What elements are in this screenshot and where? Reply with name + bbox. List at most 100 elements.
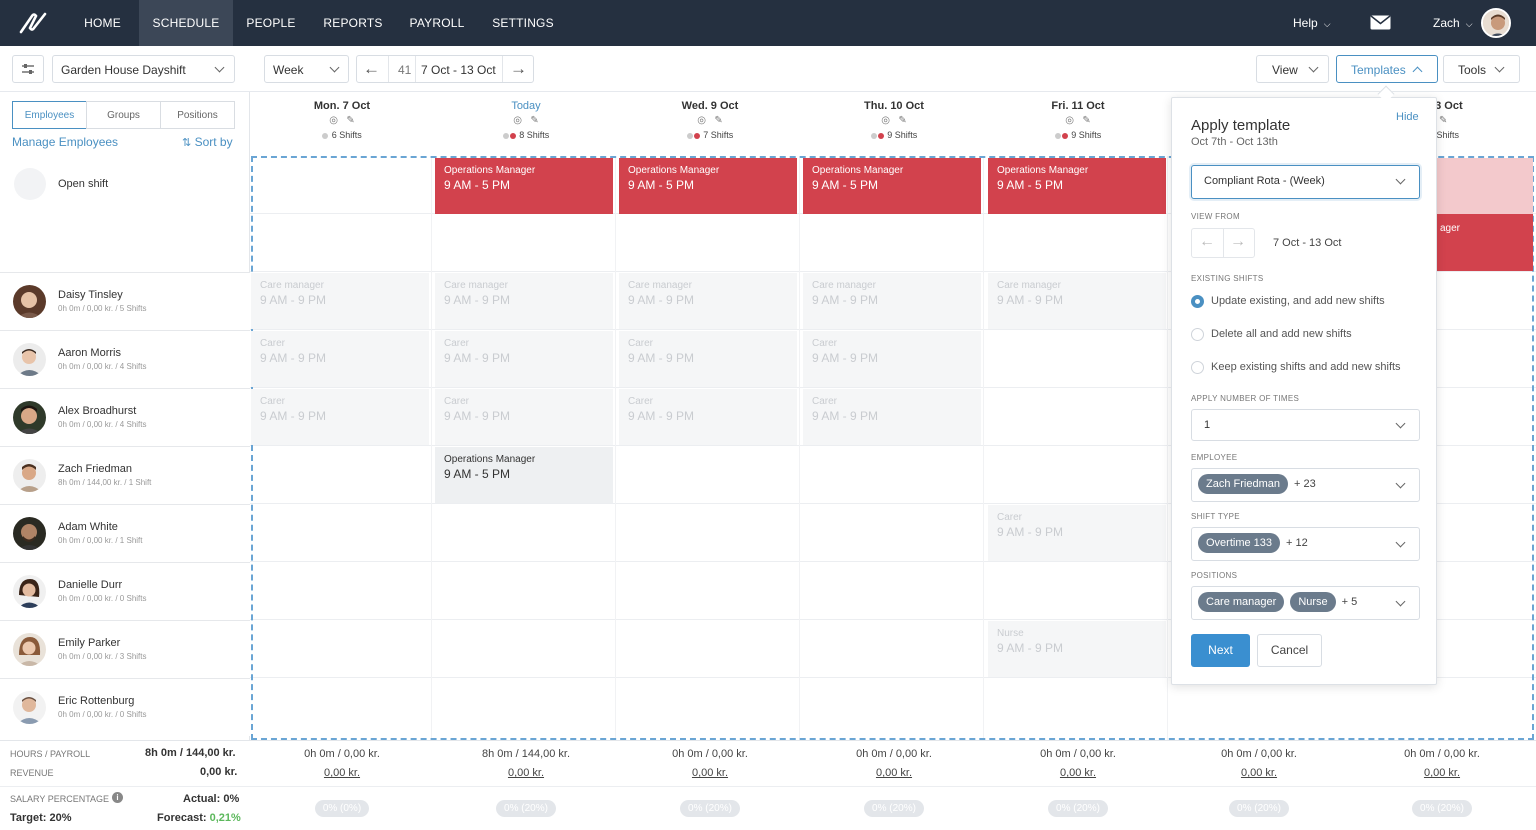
cancel-button[interactable]: Cancel <box>1257 634 1322 667</box>
day-revenue[interactable]: 0,00 kr. <box>1423 767 1461 779</box>
hide-link[interactable]: Hide <box>1396 111 1419 123</box>
day-revenue[interactable]: 0,00 kr. <box>1059 767 1097 779</box>
edit-icon[interactable]: ✎ <box>1082 115 1091 126</box>
employee-name: Zach Friedman <box>58 463 132 475</box>
edit-icon[interactable]: ✎ <box>530 115 539 126</box>
user-avatar[interactable] <box>1481 8 1511 38</box>
nav-home[interactable]: HOME <box>84 16 121 30</box>
shift-card[interactable]: Operations Manager 9 AM - 5 PM <box>619 158 797 214</box>
radio-update-existing[interactable] <box>1191 295 1204 308</box>
edit-icon[interactable]: ✎ <box>1439 115 1448 126</box>
shift-time: 9 AM - 9 PM <box>628 409 695 423</box>
shift-card[interactable]: Carer 9 AM - 9 PM <box>619 331 797 387</box>
positions-select[interactable]: Care manager Nurse + 5 <box>1191 586 1420 620</box>
shift-card[interactable]: Carer 9 AM - 9 PM <box>435 331 613 387</box>
apply-times-select[interactable]: 1 <box>1191 409 1420 441</box>
tools-button[interactable]: Tools <box>1443 55 1520 83</box>
template-select[interactable]: Compliant Rota - (Week) <box>1191 165 1420 199</box>
shift-card[interactable]: Operations Manager 9 AM - 5 PM <box>435 158 613 214</box>
next-button[interactable]: Next <box>1191 634 1250 667</box>
nav-reports[interactable]: REPORTS <box>323 16 383 30</box>
employee-row[interactable]: Eric Rottenburg 0h 0m / 0,00 kr. / 0 Shi… <box>0 678 250 736</box>
edit-icon[interactable]: ✎ <box>714 115 723 126</box>
nav-settings[interactable]: SETTINGS <box>492 16 554 30</box>
nav-schedule[interactable]: SCHEDULE <box>139 0 233 46</box>
info-icon[interactable]: i <box>112 792 123 803</box>
shift-type-select[interactable]: Overtime 133 + 12 <box>1191 527 1420 561</box>
shift-time: 9 AM - 9 PM <box>260 351 327 365</box>
edit-icon[interactable]: ✎ <box>898 115 907 126</box>
day-revenue[interactable]: 0,00 kr. <box>507 767 545 779</box>
eye-icon[interactable]: ◎ <box>881 115 890 126</box>
nav-people[interactable]: PEOPLE <box>246 16 296 30</box>
employee-row[interactable]: Adam White 0h 0m / 0,00 kr. / 1 Shift <box>0 504 250 562</box>
employee-row[interactable]: Zach Friedman 8h 0m / 144,00 kr. / 1 Shi… <box>0 446 250 504</box>
day-revenue[interactable]: 0,00 kr. <box>1240 767 1278 779</box>
shift-card[interactable]: Carer 9 AM - 9 PM <box>803 331 981 387</box>
eye-icon[interactable]: ◎ <box>513 115 522 126</box>
day-revenue[interactable]: 0,00 kr. <box>323 767 361 779</box>
shift-card[interactable]: Carer 9 AM - 9 PM <box>251 331 429 387</box>
next-arrow-icon[interactable]: → <box>1230 233 1246 250</box>
location-select[interactable]: Garden House Dayshift <box>52 55 235 83</box>
nav-payroll[interactable]: PAYROLL <box>409 16 465 30</box>
period-select[interactable]: Week <box>264 55 349 83</box>
prev-arrow-icon[interactable]: ← <box>1199 233 1215 250</box>
radio-keep-existing[interactable] <box>1191 361 1204 374</box>
shift-card[interactable]: Carer 9 AM - 9 PM <box>435 389 613 445</box>
eye-icon[interactable]: ◎ <box>697 115 706 126</box>
user-menu[interactable]: Zach ⌵ <box>1433 0 1473 46</box>
shift-card[interactable]: Carer 9 AM - 9 PM <box>619 389 797 445</box>
app-logo-icon[interactable] <box>18 10 48 36</box>
employee-row[interactable]: Daisy Tinsley 0h 0m / 0,00 kr. / 5 Shift… <box>0 272 250 330</box>
shift-card[interactable]: Operations Manager 9 AM - 5 PM <box>803 158 981 214</box>
shift-card[interactable]: Care manager 9 AM - 9 PM <box>619 273 797 329</box>
shift-card[interactable]: Carer 9 AM - 9 PM <box>803 389 981 445</box>
shift-card[interactable]: Operations Manager 9 AM - 5 PM <box>988 158 1166 214</box>
day-revenue[interactable]: 0,00 kr. <box>875 767 913 779</box>
shift-time: 9 AM - 9 PM <box>444 409 511 423</box>
shift-card[interactable]: Carer 9 AM - 9 PM <box>988 505 1166 561</box>
shift-card-partial[interactable] <box>1437 158 1533 214</box>
mail-icon[interactable] <box>1370 15 1391 30</box>
help-menu[interactable]: Help ⌵ <box>1293 0 1331 46</box>
manage-employees-link[interactable]: Manage Employees <box>12 135 119 149</box>
next-week-arrow-icon[interactable]: → <box>510 59 527 78</box>
edit-icon[interactable]: ✎ <box>346 115 355 126</box>
shift-card-partial[interactable]: ager <box>1437 214 1533 271</box>
position-chip[interactable]: Care manager <box>1198 592 1285 612</box>
day-header: Today ◎ ✎ 8 Shifts <box>434 92 618 156</box>
tab-groups[interactable]: Groups <box>86 101 161 129</box>
day-revenue[interactable]: 0,00 kr. <box>691 767 729 779</box>
shift-type-chip[interactable]: Overtime 133 <box>1198 533 1281 553</box>
eye-icon[interactable]: ◎ <box>1065 115 1074 126</box>
employee-select[interactable]: Zach Friedman + 23 <box>1191 468 1420 502</box>
radio-delete-all[interactable] <box>1191 328 1204 341</box>
shift-card[interactable]: Care manager 9 AM - 9 PM <box>251 273 429 329</box>
view-button[interactable]: View <box>1256 55 1329 83</box>
shift-card[interactable]: Care manager 9 AM - 9 PM <box>988 273 1166 329</box>
prev-week-arrow-icon[interactable]: ← <box>363 59 380 78</box>
employee-name: Daisy Tinsley <box>58 289 123 301</box>
tab-positions[interactable]: Positions <box>160 101 235 129</box>
employee-chip[interactable]: Zach Friedman <box>1198 474 1288 494</box>
shift-card[interactable]: Care manager 9 AM - 9 PM <box>803 273 981 329</box>
date-range[interactable]: 7 Oct - 13 Oct <box>421 63 496 77</box>
tab-employees[interactable]: Employees <box>12 101 87 129</box>
filter-button[interactable] <box>12 55 44 83</box>
day-hours: 0h 0m / 0,00 kr. <box>672 748 748 760</box>
position-chip[interactable]: Nurse <box>1290 592 1336 612</box>
employee-row[interactable]: Alex Broadhurst 0h 0m / 0,00 kr. / 4 Shi… <box>0 388 250 446</box>
employee-row[interactable]: Emily Parker 0h 0m / 0,00 kr. / 3 Shifts <box>0 620 250 678</box>
employee-row[interactable]: Aaron Morris 0h 0m / 0,00 kr. / 4 Shifts <box>0 330 250 388</box>
eye-icon[interactable]: ◎ <box>329 115 338 126</box>
templates-button[interactable]: Templates <box>1336 55 1438 83</box>
shift-card[interactable]: Care manager 9 AM - 9 PM <box>435 273 613 329</box>
employee-row[interactable]: Danielle Durr 0h 0m / 0,00 kr. / 0 Shift… <box>0 562 250 620</box>
shift-card[interactable]: Carer 9 AM - 9 PM <box>251 389 429 445</box>
employee-name: Emily Parker <box>58 637 121 649</box>
salary-pill: 0% (20%) <box>1229 800 1289 817</box>
sort-by-button[interactable]: ⇅ Sort by <box>182 135 233 149</box>
shift-card[interactable]: Operations Manager 9 AM - 5 PM <box>435 447 613 503</box>
shift-card[interactable]: Nurse 9 AM - 9 PM <box>988 621 1166 677</box>
